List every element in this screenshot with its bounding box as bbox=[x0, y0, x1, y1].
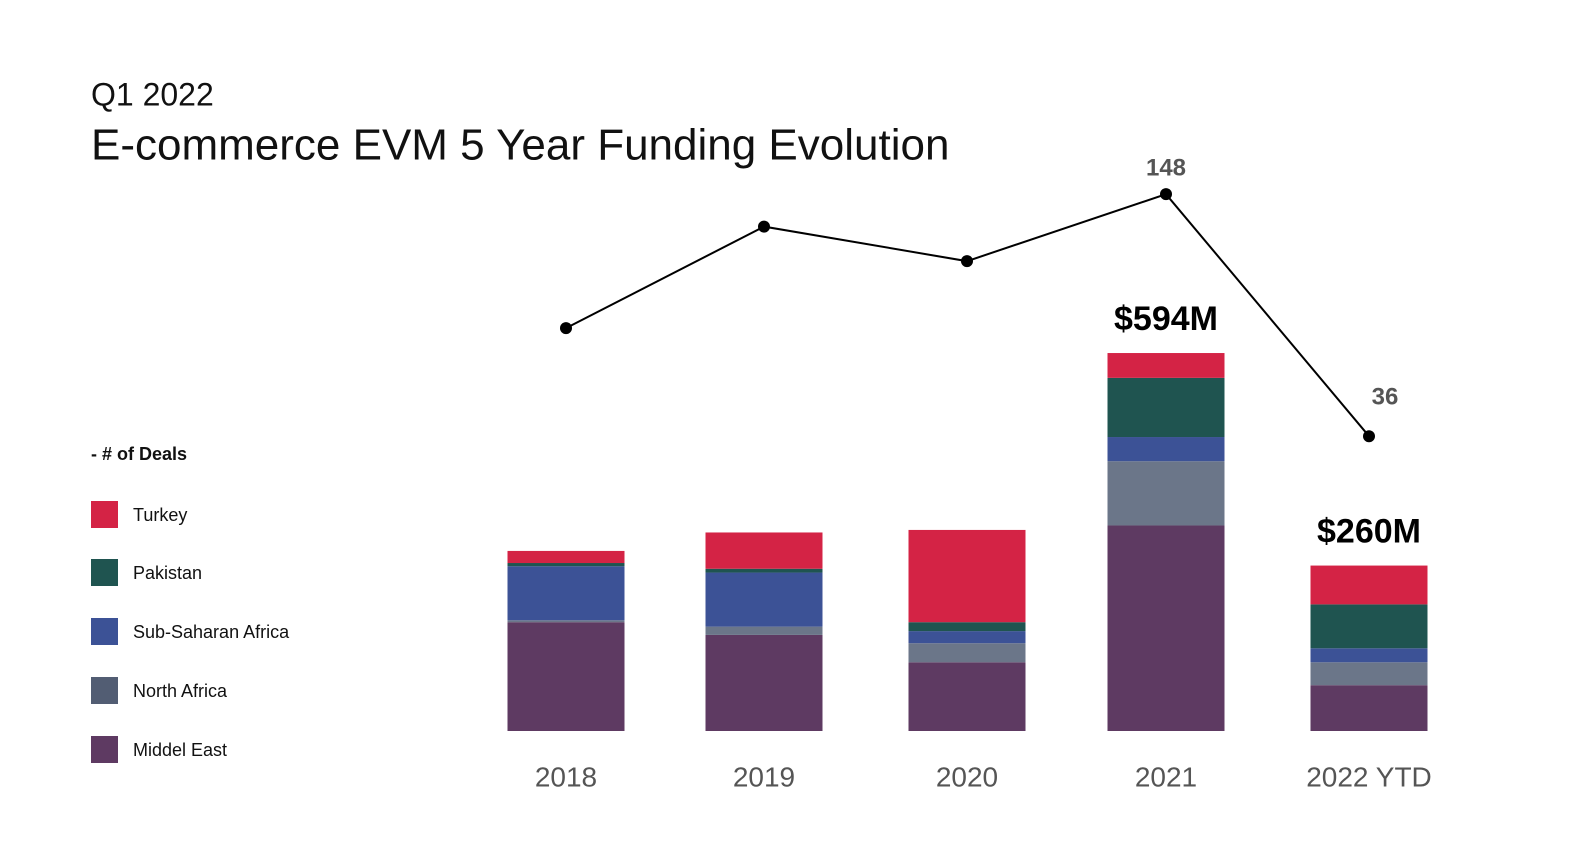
bar-segment bbox=[908, 662, 1026, 731]
bar-segment bbox=[507, 620, 625, 623]
deals-label: 148 bbox=[1146, 155, 1186, 182]
deals-point bbox=[961, 255, 973, 268]
bar-segment bbox=[507, 566, 625, 621]
legend-swatch bbox=[91, 559, 118, 586]
chart-title: E-commerce EVM 5 Year Funding Evolution bbox=[91, 121, 949, 170]
bar-segment bbox=[507, 550, 625, 564]
deals-label: 36 bbox=[1372, 384, 1399, 411]
legend-line-label: - # of Deals bbox=[91, 444, 187, 464]
x-tick-label: 2021 bbox=[1135, 761, 1197, 792]
legend-swatch bbox=[91, 501, 118, 528]
bar-segment bbox=[908, 631, 1026, 644]
deals-point bbox=[1363, 430, 1375, 443]
bar-segment bbox=[1107, 437, 1225, 462]
deals-line bbox=[565, 193, 1370, 437]
legend-label: Sub-Saharan Africa bbox=[133, 622, 290, 642]
legend-label: Pakistan bbox=[133, 563, 202, 583]
bar-segment bbox=[908, 529, 1026, 623]
legend-swatch bbox=[91, 677, 118, 704]
bar-segment bbox=[1310, 648, 1428, 663]
x-tick-label: 2018 bbox=[535, 761, 597, 792]
total-label: $594M bbox=[1114, 300, 1218, 338]
bar-segment bbox=[1310, 685, 1428, 731]
legend-label: North Africa bbox=[133, 681, 228, 701]
bar-segment bbox=[1107, 377, 1225, 438]
bar-segment bbox=[1310, 565, 1428, 605]
deals-point bbox=[560, 322, 572, 335]
bar-segment bbox=[908, 643, 1026, 663]
bar-segment bbox=[1310, 604, 1428, 649]
deals-point bbox=[758, 220, 770, 233]
bar-segment bbox=[705, 568, 823, 573]
bar-segment bbox=[507, 622, 625, 731]
total-label: $260M bbox=[1317, 513, 1421, 551]
legend-label: Middel East bbox=[133, 740, 227, 760]
deals-point bbox=[1160, 188, 1172, 201]
legend-swatch bbox=[91, 736, 118, 763]
bar-segment bbox=[705, 634, 823, 731]
bar-segment bbox=[1107, 353, 1225, 378]
bar-segment bbox=[705, 572, 823, 627]
bar-segment bbox=[1310, 662, 1428, 686]
bar-segment bbox=[1107, 525, 1225, 731]
legend-label: Turkey bbox=[133, 505, 187, 525]
bar-segment bbox=[507, 563, 625, 567]
legend-swatch bbox=[91, 618, 118, 645]
x-tick-label: 2022 YTD bbox=[1306, 761, 1432, 792]
bar-segment bbox=[908, 622, 1026, 632]
chart-subtitle: Q1 2022 bbox=[91, 76, 214, 112]
x-tick-label: 2019 bbox=[733, 761, 795, 792]
x-tick-label: 2020 bbox=[936, 761, 998, 792]
bar-segment bbox=[705, 626, 823, 635]
bar-segment bbox=[705, 532, 823, 569]
bar-segment bbox=[1107, 461, 1225, 526]
